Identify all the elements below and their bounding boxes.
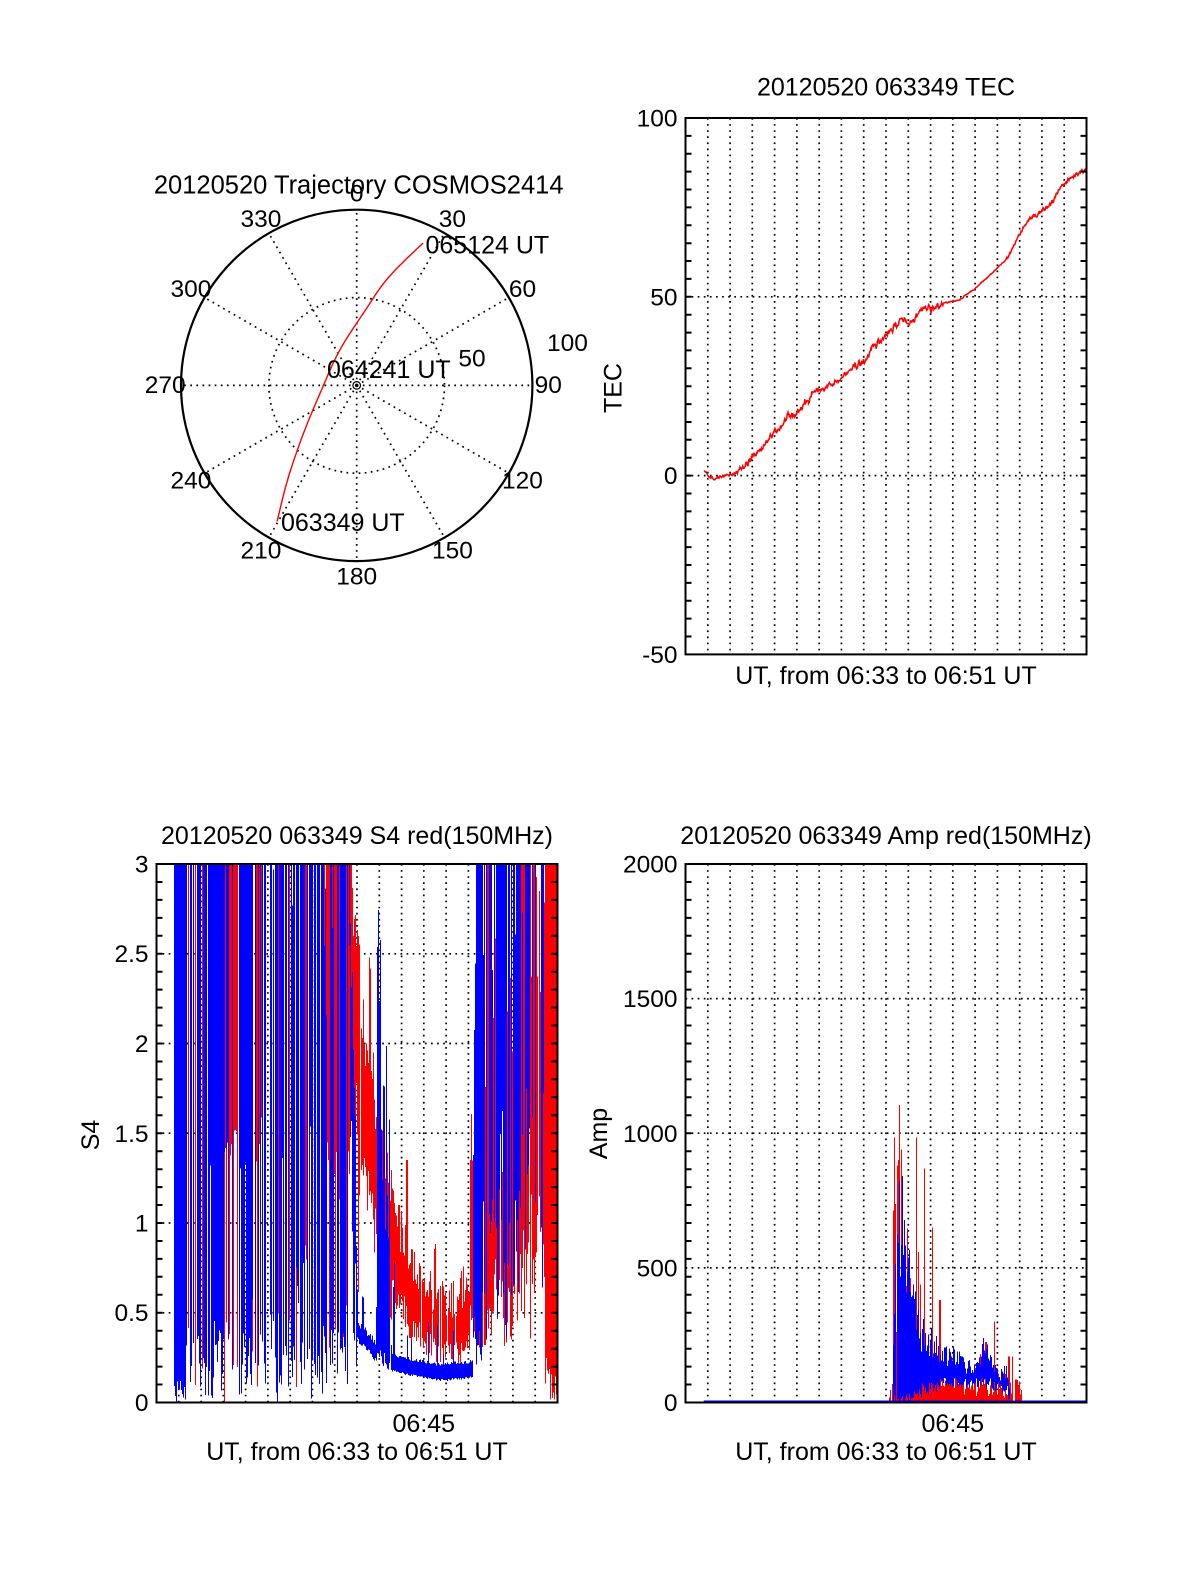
svg-text:20120520 063349 TEC: 20120520 063349 TEC: [757, 74, 1015, 102]
svg-text:300: 300: [170, 276, 211, 303]
svg-text:50: 50: [650, 284, 677, 311]
svg-text:90: 90: [535, 372, 562, 399]
svg-text:100: 100: [547, 330, 588, 357]
svg-text:180: 180: [336, 563, 377, 590]
svg-text:30: 30: [439, 206, 466, 233]
svg-text:UT, from 06:33 to 06:51 UT: UT, from 06:33 to 06:51 UT: [206, 1438, 508, 1466]
svg-text:50: 50: [458, 346, 485, 373]
svg-text:240: 240: [170, 468, 211, 495]
svg-text:S4: S4: [77, 1120, 105, 1151]
svg-text:2: 2: [135, 1031, 149, 1058]
svg-text:120: 120: [502, 468, 543, 495]
svg-text:Amp: Amp: [585, 1108, 613, 1159]
svg-text:06:45: 06:45: [922, 1410, 985, 1438]
svg-text:06:45: 06:45: [393, 1410, 456, 1438]
svg-text:1.5: 1.5: [114, 1121, 148, 1148]
svg-text:064241 UT: 064241 UT: [327, 356, 451, 384]
svg-text:20120520 063349 Amp red(150MHz: 20120520 063349 Amp red(150MHz): [680, 822, 1091, 850]
svg-text:0: 0: [350, 180, 364, 207]
svg-text:2.5: 2.5: [114, 941, 148, 968]
svg-text:2000: 2000: [623, 852, 678, 879]
svg-text:60: 60: [509, 276, 536, 303]
svg-text:TEC: TEC: [599, 363, 627, 413]
svg-text:150: 150: [432, 538, 473, 565]
svg-text:0: 0: [664, 1390, 678, 1417]
svg-text:20120520 Trajectory COSMOS2414: 20120520 Trajectory COSMOS2414: [154, 172, 564, 200]
svg-text:1: 1: [135, 1211, 149, 1238]
svg-text:UT, from 06:33 to 06:51 UT: UT, from 06:33 to 06:51 UT: [735, 1438, 1037, 1466]
svg-text:063349 UT: 063349 UT: [281, 509, 405, 537]
svg-text:0: 0: [135, 1390, 149, 1417]
svg-text:-50: -50: [642, 642, 677, 669]
svg-text:20120520 063349 S4 red(150MHz): 20120520 063349 S4 red(150MHz): [161, 822, 553, 850]
svg-text:1000: 1000: [623, 1121, 678, 1148]
svg-text:UT, from 06:33 to 06:51 UT: UT, from 06:33 to 06:51 UT: [735, 662, 1037, 690]
svg-text:0: 0: [664, 463, 678, 490]
svg-text:1500: 1500: [623, 986, 678, 1013]
svg-text:3: 3: [135, 852, 149, 879]
svg-text:065124 UT: 065124 UT: [426, 232, 550, 260]
svg-text:330: 330: [240, 206, 281, 233]
svg-text:500: 500: [637, 1255, 678, 1282]
svg-text:100: 100: [637, 106, 678, 133]
svg-text:270: 270: [145, 372, 186, 399]
svg-text:0.5: 0.5: [114, 1300, 148, 1327]
svg-text:210: 210: [240, 538, 281, 565]
